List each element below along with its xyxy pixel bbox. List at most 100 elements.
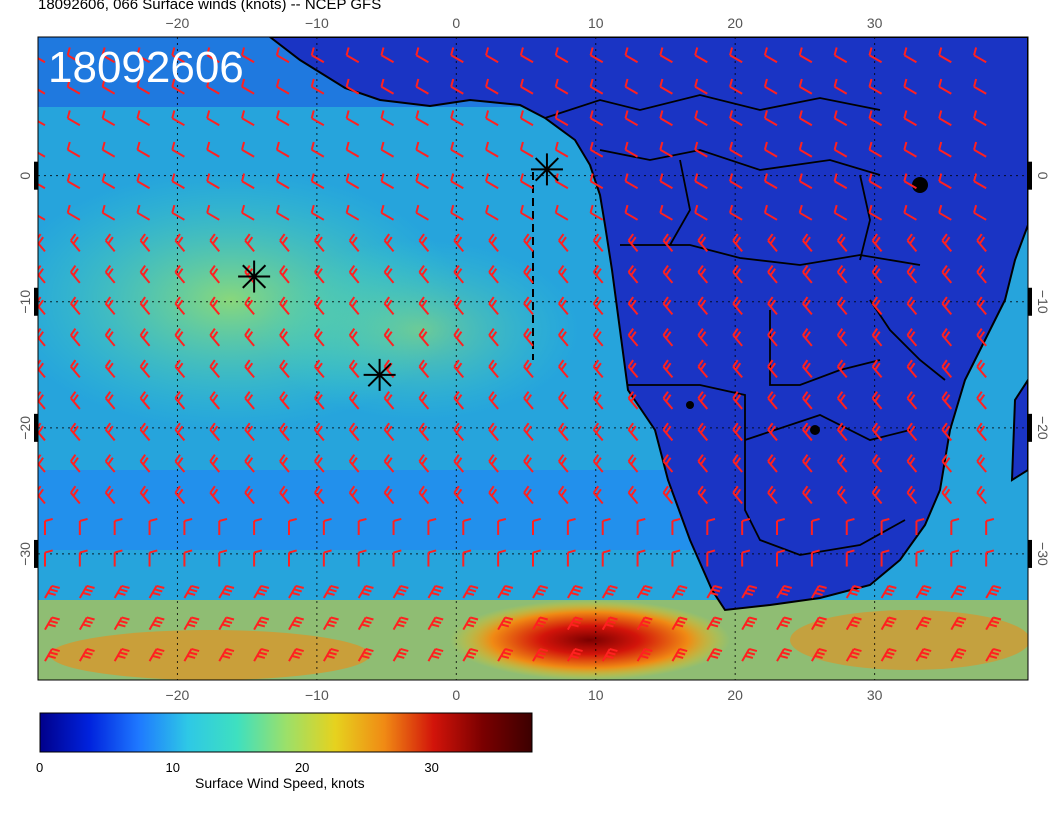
wind-barb [938, 78, 952, 95]
wind-barb [767, 391, 778, 410]
wind-barb [566, 584, 583, 599]
wind-barb [497, 616, 514, 631]
wind-barb [209, 296, 221, 316]
wind-barb [218, 616, 235, 631]
wind-barb [941, 328, 953, 347]
wind-barb [279, 265, 290, 284]
wind-barb [589, 110, 604, 127]
wind-barb [601, 584, 618, 599]
wind-barb [950, 549, 960, 567]
wind-barb [38, 88, 46, 95]
wind-barb [519, 47, 534, 64]
wind-barb [732, 265, 743, 284]
wind-barb [763, 47, 778, 64]
wind-barb [523, 454, 534, 473]
wind-barb [868, 110, 883, 127]
wind-barb [174, 233, 186, 252]
wind-barb [732, 422, 743, 442]
wind-barb [415, 204, 429, 221]
wind-barb [938, 173, 952, 190]
wind-barb [418, 233, 430, 252]
wind-barb [383, 454, 395, 473]
wind-barb [868, 78, 883, 95]
wind-barb [171, 47, 185, 64]
wind-barb [558, 265, 569, 284]
wind-barb [589, 173, 604, 190]
wind-barb [415, 110, 429, 127]
wind-barb [706, 647, 723, 662]
wind-barb [183, 584, 200, 599]
jet-core [450, 600, 730, 680]
wind-barb [941, 422, 953, 442]
wind-barb [348, 454, 360, 473]
wind-barb [209, 328, 221, 347]
wind-barb [485, 204, 499, 221]
wind-barb [845, 584, 862, 599]
lat-tick-left: −10 [17, 290, 33, 314]
wind-barb [171, 204, 185, 221]
wind-barb [903, 47, 917, 64]
wind-barb [101, 141, 116, 158]
wind-barb [601, 647, 618, 662]
wind-barb [519, 204, 534, 221]
wind-barb [554, 204, 569, 221]
wind-barb [279, 233, 290, 252]
wind-barb [488, 296, 499, 316]
wind-barb [662, 265, 674, 284]
wind-barb [322, 647, 339, 662]
wind-barb [244, 485, 255, 505]
wind-barb [802, 328, 813, 347]
wind-barb [845, 517, 855, 536]
wind-barb [462, 647, 479, 662]
wind-barb [903, 110, 917, 127]
wind-barb [310, 47, 325, 64]
wind-barb [462, 549, 472, 567]
wind-barb [776, 549, 786, 567]
wind-barb [906, 485, 918, 505]
wind-barb [171, 78, 185, 95]
wind-barb [275, 173, 290, 190]
wind-barb [139, 359, 151, 379]
wind-barb [70, 454, 81, 473]
wind-barb [314, 391, 325, 410]
wind-barb [171, 173, 185, 190]
wind-barb [209, 391, 221, 410]
wind-barb [836, 422, 848, 442]
wind-barb [253, 517, 263, 536]
wind-barb [592, 391, 604, 410]
wind-barb [845, 647, 862, 662]
wind-barb [802, 265, 813, 284]
wind-barb [767, 328, 778, 347]
wind-barb [148, 517, 158, 536]
wind-barb [697, 454, 709, 473]
wind-barb [139, 233, 151, 252]
wind-barb [206, 141, 220, 158]
wind-barb [662, 485, 674, 505]
wind-barb [976, 359, 987, 379]
wind-barb [627, 485, 639, 505]
wind-barb [662, 454, 674, 473]
wind-barb [427, 647, 444, 662]
wind-barb [357, 647, 374, 662]
wind-barb [976, 296, 987, 316]
wind-barb [279, 296, 290, 316]
wind-barb [209, 485, 221, 505]
wind-barb [488, 454, 499, 473]
wind-barb [941, 265, 953, 284]
wind-barb [485, 78, 499, 95]
wind-barb [139, 391, 151, 410]
wind-barb [706, 517, 716, 536]
wind-barb [811, 584, 827, 599]
wind-barb [558, 328, 569, 347]
wind-barb [174, 265, 186, 284]
wind-barb [662, 391, 674, 410]
wind-barb [206, 47, 220, 64]
wind-barb [694, 47, 708, 64]
wind-barb [915, 647, 932, 662]
wind-barb [497, 517, 507, 536]
wind-barb [218, 549, 228, 567]
wind-barb [880, 517, 890, 536]
wind-barb [624, 173, 639, 190]
wind-barb [694, 204, 708, 221]
wind-barb [662, 422, 674, 442]
